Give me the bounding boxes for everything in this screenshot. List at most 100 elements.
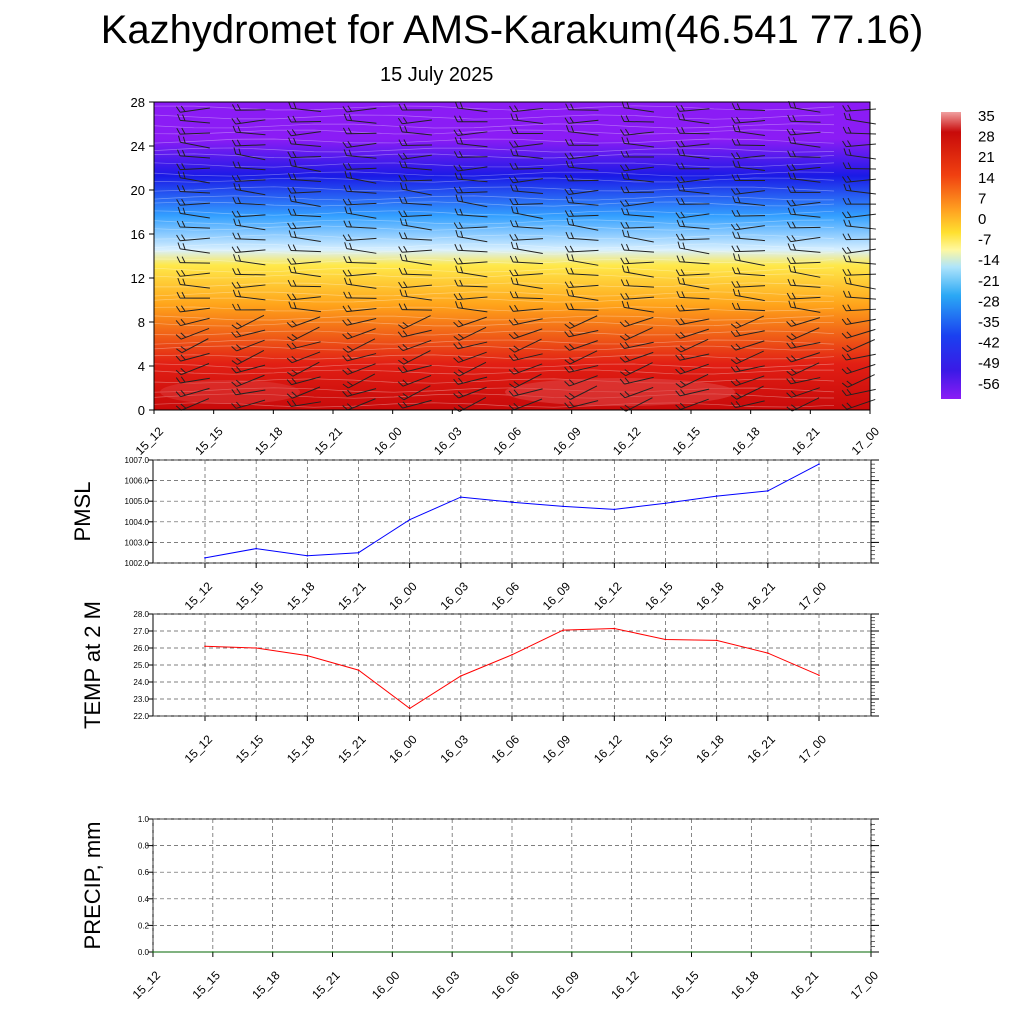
y-tick-label: 28 [131, 95, 145, 110]
x-tick-label: 16_06 [489, 732, 523, 766]
x-tick-label: 17_00 [849, 424, 883, 458]
colorbar-label: -14 [978, 252, 1000, 269]
y-tick-label: 24.0 [133, 678, 149, 687]
y-tick-label: 12 [131, 271, 145, 286]
colorbar-label: -35 [978, 314, 1000, 331]
pmsl-point [255, 547, 257, 550]
pmsl-point [357, 551, 360, 554]
wind-barbs [175, 100, 877, 412]
y-tick-label: 1002.0 [125, 559, 150, 568]
precip-point [152, 951, 154, 953]
temp-2m-point [357, 669, 360, 671]
y-tick-label: 26.0 [133, 644, 149, 653]
precip-point [750, 951, 753, 953]
pmsl-point [408, 518, 411, 521]
x-tick-label: 16_21 [789, 424, 823, 458]
temp-2m-point [818, 674, 820, 676]
x-tick-label: 16_03 [431, 424, 465, 458]
x-tick-label: 15_15 [233, 579, 267, 613]
warm-core [160, 380, 300, 404]
x-tick-label: 17_00 [796, 732, 830, 766]
precip-point [870, 951, 872, 953]
x-tick-label: 15_12 [182, 732, 216, 766]
pmsl-point [613, 508, 616, 511]
pmsl-point [767, 490, 769, 492]
precip-point [391, 951, 394, 953]
y-tick-label: 4 [138, 359, 145, 374]
x-tick-label: 16_21 [744, 579, 778, 613]
pmsl-point [204, 557, 206, 559]
pmsl-point [818, 463, 820, 465]
temp-2m-point [562, 629, 564, 631]
x-tick-label: 16_03 [429, 968, 463, 1002]
pmsl-point [562, 505, 564, 508]
y-tick-label: 23.0 [133, 695, 149, 704]
y-tick-label: 1007.0 [125, 456, 150, 465]
x-tick-label: 15_18 [249, 968, 283, 1002]
x-tick-label: 16_21 [744, 732, 778, 766]
temp-2m-series-line [204, 627, 820, 710]
x-tick-label: 16_09 [540, 579, 574, 613]
x-tick-label: 15_18 [252, 424, 286, 458]
pmsl-ylabel: PMSL [70, 482, 95, 542]
x-tick-label: 15_21 [312, 424, 346, 458]
x-tick-label: 16_09 [550, 424, 584, 458]
x-tick-label: 16_12 [591, 579, 625, 613]
temp-2m-point [306, 654, 309, 657]
y-tick-label: 1005.0 [125, 497, 150, 506]
y-tick-label: 1004.0 [125, 518, 150, 527]
x-tick-label: 16_15 [642, 732, 676, 766]
precip-point [690, 951, 693, 953]
x-tick-label: 16_21 [788, 968, 822, 1002]
y-tick-label: 16 [131, 227, 145, 242]
y-tick-label: 0.2 [138, 921, 150, 930]
precip-point [810, 951, 812, 953]
colorbar-label: 21 [978, 149, 995, 166]
temp-2m-ylabel: TEMP at 2 M [80, 601, 105, 729]
x-tick-label: 15_21 [335, 732, 369, 766]
y-tick-label: 1.0 [138, 815, 150, 824]
x-tick-label: 16_18 [728, 968, 762, 1002]
heatmap-field [154, 102, 870, 410]
y-tick-label: 0.8 [138, 842, 150, 851]
colorbar-label: 35 [978, 108, 995, 125]
x-tick-label: 16_03 [437, 732, 471, 766]
x-tick-label: 15_18 [284, 579, 318, 613]
temp-2m-point [460, 675, 462, 677]
pmsl-point [460, 496, 462, 498]
y-tick-label: 24 [131, 139, 145, 154]
colorbar-label: -21 [978, 273, 1000, 290]
page-title: Kazhydromet for AMS-Karakum(46.541 77.16… [100, 8, 924, 52]
x-tick-label: 16_00 [386, 732, 420, 766]
temp-2m-point [664, 638, 667, 641]
x-tick-label: 16_09 [540, 732, 574, 766]
temp-2m-point [715, 639, 718, 642]
colorbar-label: 7 [978, 190, 986, 207]
colorbar [941, 112, 961, 399]
x-tick-label: 16_18 [693, 732, 727, 766]
colorbar-label: -28 [978, 293, 1000, 310]
temp-2m-point [613, 627, 616, 630]
x-tick-label: 16_12 [610, 424, 644, 458]
colorbar-label: -56 [978, 376, 1000, 393]
y-tick-label: 22.0 [133, 712, 149, 721]
precip-point [212, 951, 214, 953]
y-tick-label: 25.0 [133, 661, 149, 670]
x-tick-label: 15_15 [192, 424, 226, 458]
x-tick-label: 16_15 [670, 424, 704, 458]
x-tick-label: 16_12 [608, 968, 642, 1002]
x-tick-label: 16_06 [491, 424, 525, 458]
y-tick-label: 28.0 [133, 610, 149, 619]
x-tick-label: 16_03 [437, 579, 471, 613]
temp-2m-point [255, 647, 257, 649]
x-tick-label: 16_00 [369, 968, 403, 1002]
y-tick-label: 0.0 [138, 948, 150, 957]
x-tick-label: 16_18 [693, 579, 727, 613]
precip-point [571, 951, 573, 953]
precip-point [511, 951, 513, 953]
pmsl-point [511, 501, 513, 504]
x-tick-label: 16_00 [386, 579, 420, 613]
y-tick-label: 0.4 [138, 895, 150, 904]
y-tick-label: 0 [138, 403, 145, 418]
